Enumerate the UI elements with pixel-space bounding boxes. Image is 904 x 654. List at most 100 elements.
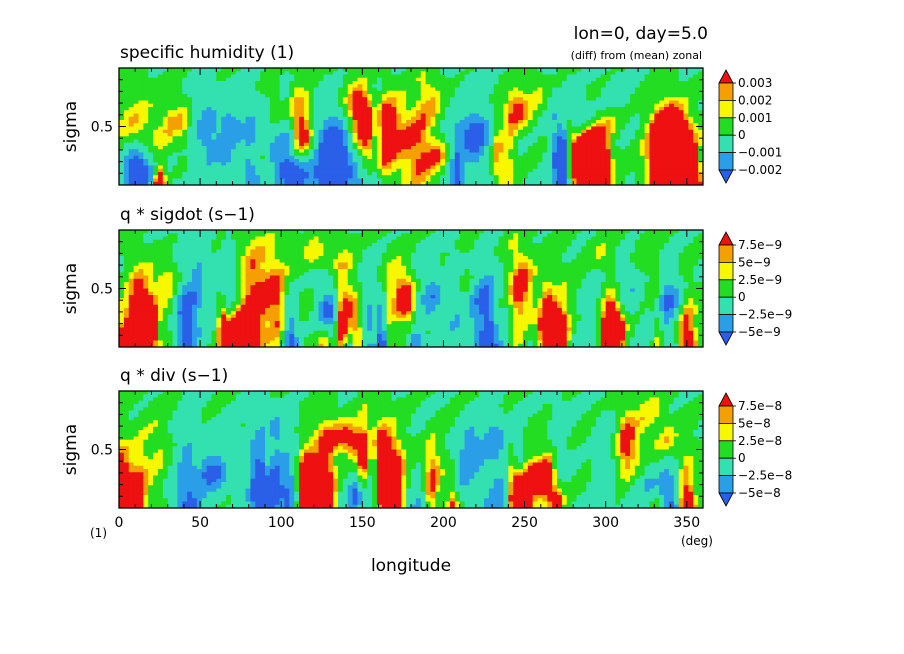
heatmap-cell — [425, 233, 432, 238]
heatmap-cell — [639, 172, 646, 176]
heatmap-cell — [508, 168, 514, 173]
heatmap-cell — [342, 243, 349, 247]
heatmap-cell — [372, 68, 378, 72]
heatmap-cell — [162, 133, 169, 137]
heatmap-cell — [552, 116, 558, 121]
heatmap-cell — [269, 68, 276, 72]
heatmap-cell — [425, 159, 432, 163]
heatmap-cell — [153, 139, 159, 144]
heatmap-cell — [167, 97, 174, 102]
heatmap-cell — [440, 100, 446, 105]
heatmap-cell — [586, 149, 592, 154]
heatmap-cell — [216, 162, 222, 167]
heatmap-cell — [552, 94, 558, 98]
heatmap-cell — [688, 172, 694, 176]
heatmap-cell — [459, 142, 466, 147]
heatmap-cell — [289, 236, 295, 241]
heatmap-cell — [342, 77, 349, 82]
heatmap-cell — [401, 110, 407, 115]
heatmap-cell — [673, 178, 680, 183]
heatmap-cell — [172, 123, 178, 128]
heatmap-cell — [518, 71, 524, 76]
heatmap-cell — [221, 152, 227, 157]
heatmap-cell — [269, 107, 276, 111]
heatmap-cell — [527, 155, 534, 160]
heatmap-cell — [381, 139, 388, 144]
heatmap-cell — [206, 172, 213, 176]
heatmap-cell — [391, 126, 397, 131]
heatmap-cell — [123, 136, 130, 141]
heatmap-cell — [157, 84, 164, 89]
heatmap-cell — [119, 87, 125, 92]
heatmap-cell — [376, 243, 383, 247]
heatmap-cell — [454, 172, 461, 176]
heatmap-cell — [153, 243, 159, 247]
heatmap-cell — [352, 149, 359, 154]
heatmap-cell — [620, 142, 626, 147]
heatmap-cell — [698, 168, 703, 173]
heatmap-cell — [284, 126, 290, 131]
heatmap-cell — [581, 159, 587, 163]
heatmap-cell — [245, 181, 251, 185]
heatmap-cell — [664, 87, 670, 92]
heatmap-cell — [595, 81, 602, 85]
heatmap-cell — [381, 142, 388, 147]
heatmap-cell — [469, 139, 475, 144]
heatmap-cell — [454, 136, 461, 141]
heatmap-cell — [201, 178, 208, 183]
heatmap-cell — [600, 68, 607, 72]
heatmap-cell — [425, 103, 432, 108]
heatmap-cell — [527, 81, 534, 85]
heatmap-cell — [313, 152, 320, 157]
heatmap-cell — [153, 113, 159, 118]
heatmap-cell — [415, 175, 422, 180]
heatmap-cell — [605, 175, 612, 180]
heatmap-cell — [338, 165, 344, 170]
heatmap-cell — [376, 77, 383, 82]
heatmap-cell — [664, 113, 670, 118]
heatmap-cell — [162, 84, 169, 89]
heatmap-cell — [153, 126, 159, 131]
heatmap-cell — [406, 100, 412, 105]
heatmap-cell — [683, 81, 689, 85]
heatmap-cell — [518, 168, 524, 173]
heatmap-cell — [177, 103, 183, 108]
heatmap-cell — [367, 100, 373, 105]
heatmap-cell — [303, 68, 310, 72]
heatmap-cell — [143, 168, 149, 173]
heatmap-cell — [644, 139, 651, 144]
heatmap-cell — [182, 142, 188, 147]
heatmap-cell — [401, 236, 407, 241]
heatmap-cell — [561, 120, 568, 124]
heatmap-cell — [187, 81, 193, 85]
heatmap-cell — [415, 165, 422, 170]
heatmap-cell — [391, 178, 397, 183]
heatmap-cell — [630, 100, 636, 105]
heatmap-cell — [518, 142, 524, 147]
heatmap-cell — [274, 71, 281, 76]
heatmap-cell — [698, 233, 703, 238]
heatmap-cell — [396, 168, 402, 173]
heatmap-cell — [196, 107, 203, 111]
heatmap-cell — [284, 74, 290, 79]
heatmap-cell — [615, 133, 621, 137]
heatmap-cell — [230, 181, 237, 185]
heatmap-cell — [211, 243, 217, 247]
heatmap-cell — [318, 230, 324, 234]
heatmap-cell — [503, 175, 509, 180]
heatmap-cell — [561, 142, 568, 147]
heatmap-cell — [192, 236, 198, 241]
heatmap-cell — [230, 230, 237, 234]
heatmap-cell — [376, 94, 383, 98]
heatmap-cell — [630, 110, 636, 115]
heatmap-cell — [177, 81, 183, 85]
heatmap-cell — [308, 181, 315, 185]
heatmap-cell — [668, 146, 675, 150]
heatmap-cell — [401, 68, 407, 72]
heatmap-cell — [415, 94, 422, 98]
heatmap-cell — [128, 178, 135, 183]
heatmap-cell — [474, 162, 480, 167]
heatmap-cell — [576, 77, 582, 82]
heatmap-cell — [211, 162, 217, 167]
heatmap-cell — [508, 103, 514, 108]
